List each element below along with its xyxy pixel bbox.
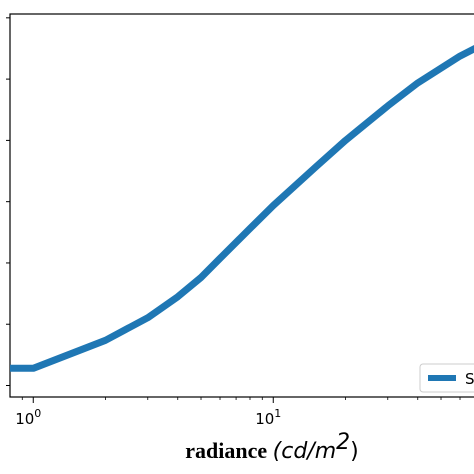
legend-label: S: [465, 370, 474, 388]
x-axis-ticks: 100 101: [15, 397, 461, 428]
x-axis-label-unit-exponent: 2: [336, 430, 350, 455]
series-layer: [10, 45, 474, 372]
x-axis-label-quantity: radiance: [185, 438, 267, 463]
x-tick-label: 101: [255, 407, 281, 428]
x-axis-label: radiance (cd/m2): [185, 430, 358, 464]
x-axis-label-unit: (cd/m: [273, 439, 337, 464]
x-tick-label: 100: [15, 407, 41, 428]
legend: S: [419, 363, 474, 393]
plot-area: [9, 13, 474, 398]
x-axis-label-unit-close: ): [350, 439, 359, 464]
y-axis-ticks: [6, 17, 10, 387]
plot-frame: [9, 13, 474, 398]
series-line: [10, 45, 474, 372]
